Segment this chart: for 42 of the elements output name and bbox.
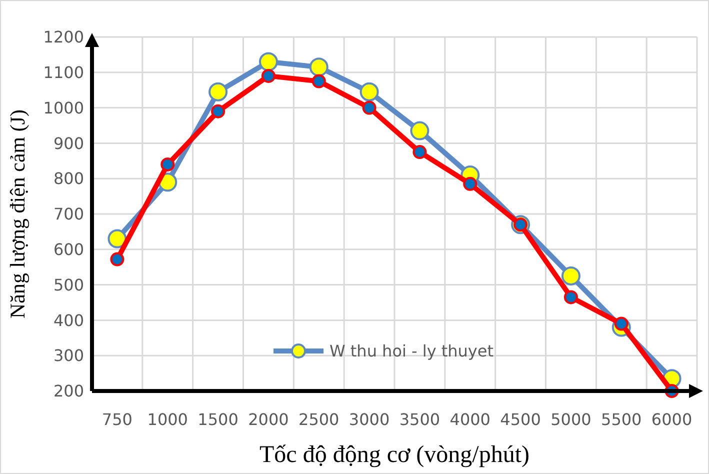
point bbox=[261, 68, 276, 83]
point bbox=[561, 266, 580, 286]
x-tick-label: 6000 bbox=[651, 410, 692, 429]
y-tick-label: 800 bbox=[53, 169, 84, 188]
x-tick-label: 3500 bbox=[399, 410, 440, 429]
point bbox=[362, 100, 376, 115]
y-tick-label: 1000 bbox=[43, 98, 84, 118]
point bbox=[309, 58, 328, 77]
x-tick-label: 750 bbox=[102, 410, 132, 429]
point bbox=[463, 176, 478, 191]
y-tick-label: 1200 bbox=[43, 28, 84, 47]
point bbox=[110, 252, 124, 266]
point bbox=[108, 229, 127, 248]
y-tick-label: 500 bbox=[53, 275, 84, 294]
x-tick-label: 1000 bbox=[147, 410, 188, 429]
x-tick-label: 5500 bbox=[601, 410, 642, 429]
x-tick-label: 4000 bbox=[450, 410, 490, 429]
x-axis-title: Tốc độ động cơ (vòng/phút) bbox=[260, 442, 530, 468]
y-tick-label: 700 bbox=[53, 204, 84, 224]
y-tick-label: 600 bbox=[53, 240, 84, 259]
y-tick-label: 400 bbox=[53, 310, 84, 330]
y-tick-label: 200 bbox=[53, 382, 84, 401]
x-tick-label: 5000 bbox=[550, 410, 592, 429]
point bbox=[412, 145, 427, 160]
point bbox=[410, 121, 430, 140]
legend-label: W thu hoi - ly thuyet bbox=[330, 342, 494, 361]
y-axis-title: Năng lượng điện cảm (J) bbox=[5, 109, 30, 319]
point bbox=[211, 104, 226, 118]
point bbox=[360, 82, 379, 102]
point bbox=[160, 157, 175, 172]
x-tick-label: 1500 bbox=[198, 410, 238, 429]
y-tick-label: 300 bbox=[53, 346, 84, 366]
point bbox=[208, 82, 228, 102]
x-tick-label: 3000 bbox=[348, 410, 390, 429]
x-tick-label: 4500 bbox=[500, 410, 541, 429]
x-tick-label: 2500 bbox=[298, 410, 340, 429]
y-tick-label: 1100 bbox=[43, 63, 84, 82]
point bbox=[312, 74, 326, 88]
point bbox=[258, 52, 278, 72]
y-tick-label: 900 bbox=[53, 134, 84, 153]
point bbox=[564, 290, 578, 304]
x-tick-label: 2000 bbox=[248, 410, 289, 429]
